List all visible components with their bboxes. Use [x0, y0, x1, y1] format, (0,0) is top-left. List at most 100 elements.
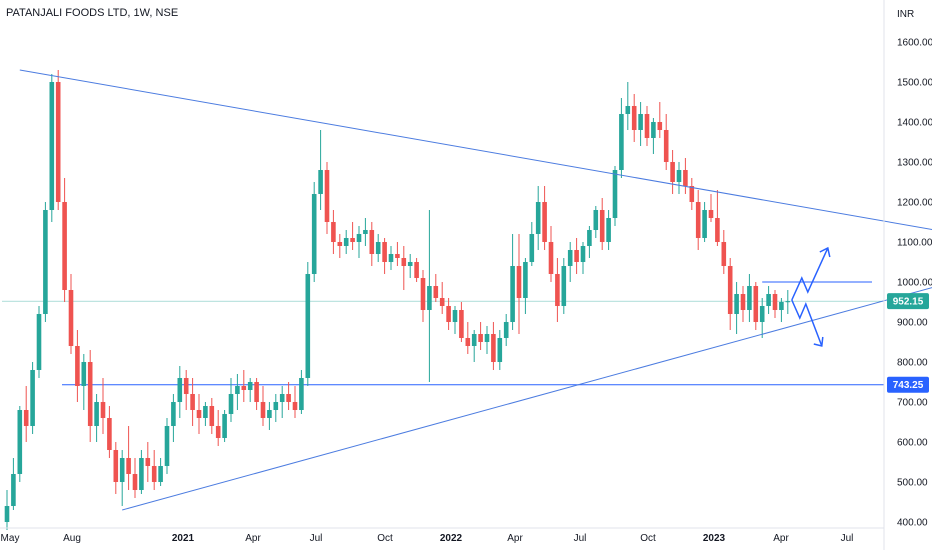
candle-up: [759, 306, 765, 322]
candle-up: [529, 234, 535, 262]
x-tick-label: Apr: [773, 533, 789, 544]
y-tick-label: 1500.00: [897, 78, 932, 89]
candle-down: [657, 122, 663, 130]
y-tick-label: 1100.00: [897, 238, 932, 249]
price-levels: [2, 281, 884, 386]
candle-up: [343, 238, 349, 246]
candle-down: [260, 402, 266, 418]
candle-up: [676, 170, 682, 182]
candle-down: [55, 82, 61, 202]
x-tick-label: Apr: [507, 533, 523, 544]
candle-down: [132, 474, 138, 490]
candle-up: [94, 402, 99, 426]
candle-down: [439, 298, 445, 306]
candle-up: [638, 114, 643, 130]
candle-up: [30, 370, 35, 426]
y-tick-label: 900.00: [897, 318, 928, 329]
candle-up: [606, 218, 611, 242]
candle-down: [753, 286, 759, 322]
candle-up: [119, 458, 125, 482]
candle-down: [465, 338, 471, 346]
candle-up: [580, 246, 586, 262]
candle-down: [401, 258, 407, 266]
candle-up: [497, 338, 503, 362]
candle-down: [126, 458, 131, 474]
arrow-down-head: [813, 336, 824, 347]
candle-up: [235, 386, 240, 394]
candle-down: [715, 218, 720, 242]
candle-up: [766, 294, 771, 306]
candle-up: [388, 254, 394, 262]
candle-up: [222, 414, 227, 438]
candle-down: [369, 230, 375, 254]
candle-up: [651, 122, 656, 138]
candle-down: [62, 202, 67, 290]
y-tick-label: 500.00: [897, 478, 928, 489]
candle-down: [446, 306, 451, 322]
candle-down: [459, 310, 464, 338]
projection-arrows: [791, 246, 831, 347]
candle-down: [670, 162, 675, 182]
candle-down: [337, 242, 343, 246]
arrow-up-head: [819, 246, 831, 258]
candle-down: [100, 402, 106, 418]
candle-up: [523, 262, 528, 298]
candle-up: [363, 230, 368, 234]
y-tick-label: 1300.00: [897, 158, 932, 169]
candle-down: [599, 210, 605, 242]
candle-up: [593, 210, 599, 230]
candle-up: [311, 194, 317, 274]
candle-up: [587, 230, 592, 246]
y-tick-label: 800.00: [897, 358, 928, 369]
candle-up: [171, 402, 176, 426]
x-tick-label: Jul: [310, 533, 323, 544]
candle-down: [75, 346, 80, 386]
y-tick-label: 400.00: [897, 518, 928, 529]
candle-down: [574, 250, 579, 262]
candle-up: [452, 310, 458, 322]
candle-up: [305, 274, 311, 378]
bearish-projection-arrow: [791, 299, 823, 347]
candle-up: [177, 378, 183, 402]
candle-up: [247, 382, 253, 390]
candle-up: [471, 334, 477, 346]
y-tick-label: 1200.00: [897, 198, 932, 209]
candle-down: [254, 382, 259, 402]
candle-up: [561, 266, 567, 306]
chart-title: PATANJALI FOODS LTD, 1W, NSE: [6, 7, 179, 19]
candle-down: [727, 266, 733, 314]
candle-down: [772, 294, 778, 310]
y-tick-label: 1400.00: [897, 118, 932, 129]
candle-up: [299, 378, 304, 410]
candle-down: [107, 418, 112, 450]
candle-up: [535, 202, 541, 234]
candle-up: [702, 210, 707, 238]
currency-label: INR: [897, 9, 914, 20]
candle-up: [625, 106, 631, 114]
candle-down: [631, 106, 637, 130]
candle-down: [23, 410, 29, 426]
candle-down: [241, 386, 247, 390]
candles: [4, 70, 791, 530]
candle-up: [228, 394, 234, 414]
candle-down: [683, 170, 688, 186]
candle-up: [567, 250, 573, 266]
candle-up: [203, 406, 208, 418]
x-tick-label: Aug: [63, 533, 81, 544]
candle-up: [779, 302, 784, 310]
candle-down: [145, 458, 151, 466]
candle-down: [68, 290, 74, 346]
x-tick-label: 2022: [440, 533, 463, 544]
candle-down: [292, 402, 298, 410]
candle-down: [382, 242, 387, 262]
x-tick-label: May: [1, 533, 20, 544]
candle-up: [17, 410, 23, 474]
candle-down: [478, 334, 483, 342]
candle-up: [43, 210, 48, 314]
bullish-projection-arrow: [791, 247, 829, 301]
x-tick-label: Apr: [245, 533, 261, 544]
descending-trendline: [19, 69, 932, 230]
candle-up: [407, 262, 413, 266]
